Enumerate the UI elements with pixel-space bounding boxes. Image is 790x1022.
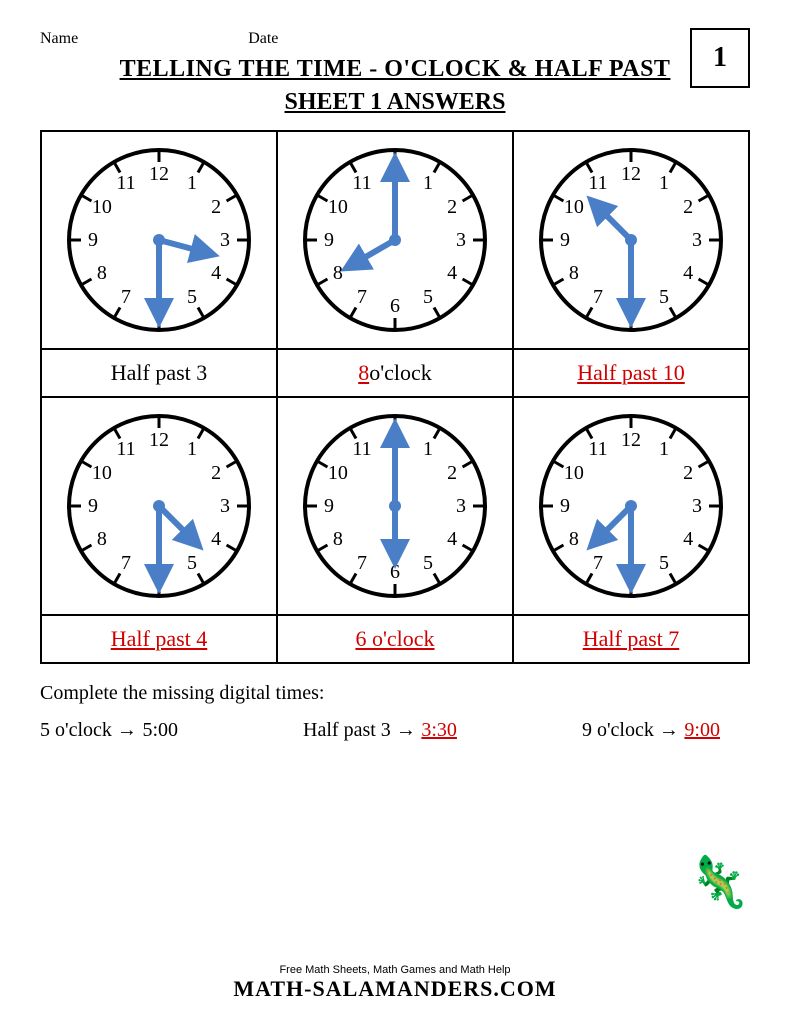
clock-face: 121234567891011: [513, 131, 749, 349]
svg-text:1: 1: [659, 172, 669, 194]
footer-brand: MATH-SALAMANDERS.COM: [233, 976, 556, 1002]
instruction-text: Complete the missing digital times:: [40, 682, 750, 705]
svg-text:4: 4: [683, 262, 693, 284]
svg-text:3: 3: [692, 495, 702, 517]
svg-text:6: 6: [390, 561, 400, 583]
svg-text:4: 4: [447, 528, 457, 550]
svg-text:12: 12: [149, 163, 169, 185]
svg-text:9: 9: [560, 229, 570, 251]
digital-item: 5 o'clock → 5:00: [40, 719, 178, 742]
svg-text:11: 11: [352, 172, 371, 194]
clock-label: 6 o'clock: [277, 615, 513, 663]
svg-text:1: 1: [423, 438, 433, 460]
svg-text:9: 9: [88, 229, 98, 251]
svg-text:5: 5: [659, 552, 669, 574]
svg-text:3: 3: [220, 229, 230, 251]
clock-label: Half past 7: [513, 615, 749, 663]
clock-face: 121234567891011: [277, 397, 513, 615]
svg-text:2: 2: [683, 196, 693, 218]
salamander-icon: 🦎: [688, 853, 750, 912]
svg-text:9: 9: [324, 495, 334, 517]
svg-text:1: 1: [187, 438, 197, 460]
svg-text:5: 5: [659, 286, 669, 308]
svg-text:11: 11: [116, 438, 135, 460]
clock-face: 121234567891011: [41, 397, 277, 615]
svg-text:1: 1: [659, 438, 669, 460]
svg-text:11: 11: [588, 438, 607, 460]
digital-row: 5 o'clock → 5:00 Half past 3 → 3:30 9 o'cl…: [40, 719, 750, 742]
svg-text:12: 12: [621, 429, 641, 451]
svg-text:12: 12: [621, 163, 641, 185]
clock-label: Half past 10: [513, 349, 749, 397]
svg-text:2: 2: [447, 196, 457, 218]
svg-text:1: 1: [423, 172, 433, 194]
svg-text:2: 2: [683, 462, 693, 484]
svg-text:7: 7: [593, 552, 603, 574]
page-title: TELLING THE TIME - O'CLOCK & HALF PAST: [40, 56, 750, 83]
svg-text:4: 4: [447, 262, 457, 284]
clock-label: 8 o'clock: [277, 349, 513, 397]
svg-text:10: 10: [328, 196, 348, 218]
title-block: TELLING THE TIME - O'CLOCK & HALF PAST S…: [40, 56, 750, 116]
svg-text:9: 9: [560, 495, 570, 517]
svg-text:11: 11: [116, 172, 135, 194]
svg-text:3: 3: [692, 229, 702, 251]
svg-text:9: 9: [88, 495, 98, 517]
svg-text:11: 11: [588, 172, 607, 194]
clock-face: 121234567891011: [513, 397, 749, 615]
footer: Free Math Sheets, Math Games and Math He…: [233, 964, 556, 1002]
svg-text:5: 5: [423, 286, 433, 308]
svg-text:3: 3: [220, 495, 230, 517]
svg-text:6: 6: [390, 295, 400, 317]
svg-text:4: 4: [683, 528, 693, 550]
name-label: Name: [40, 30, 78, 48]
svg-text:7: 7: [357, 552, 367, 574]
svg-text:7: 7: [357, 286, 367, 308]
svg-text:2: 2: [447, 462, 457, 484]
svg-text:8: 8: [569, 262, 579, 284]
svg-text:12: 12: [149, 429, 169, 451]
svg-text:5: 5: [187, 286, 197, 308]
svg-text:10: 10: [564, 462, 584, 484]
clock-label: Half past 3: [41, 349, 277, 397]
svg-text:2: 2: [211, 196, 221, 218]
svg-text:3: 3: [456, 229, 466, 251]
svg-text:5: 5: [423, 552, 433, 574]
svg-text:8: 8: [97, 528, 107, 550]
svg-text:4: 4: [211, 262, 221, 284]
footer-tagline: Free Math Sheets, Math Games and Math He…: [233, 964, 556, 976]
svg-text:1: 1: [187, 172, 197, 194]
svg-text:10: 10: [564, 196, 584, 218]
clocks-grid: 1212345678910111212345678910111212345678…: [40, 130, 750, 664]
svg-text:7: 7: [121, 552, 131, 574]
page-subtitle: SHEET 1 ANSWERS: [40, 89, 750, 116]
svg-text:10: 10: [328, 462, 348, 484]
clock-face: 121234567891011: [277, 131, 513, 349]
svg-text:7: 7: [121, 286, 131, 308]
svg-text:7: 7: [593, 286, 603, 308]
svg-text:4: 4: [211, 528, 221, 550]
digital-item: 9 o'clock → 9:00: [582, 719, 720, 742]
svg-text:8: 8: [333, 528, 343, 550]
svg-text:10: 10: [92, 196, 112, 218]
clock-face: 121234567891011: [41, 131, 277, 349]
svg-text:3: 3: [456, 495, 466, 517]
svg-text:8: 8: [333, 262, 343, 284]
svg-text:8: 8: [97, 262, 107, 284]
svg-text:5: 5: [187, 552, 197, 574]
clock-label: Half past 4: [41, 615, 277, 663]
svg-text:8: 8: [569, 528, 579, 550]
corner-badge: 1: [690, 28, 750, 88]
date-label: Date: [248, 30, 278, 48]
svg-text:9: 9: [324, 229, 334, 251]
digital-item: Half past 3 → 3:30: [303, 719, 457, 742]
svg-text:11: 11: [352, 438, 371, 460]
svg-text:2: 2: [211, 462, 221, 484]
svg-text:10: 10: [92, 462, 112, 484]
corner-badge-text: 1: [713, 42, 727, 74]
